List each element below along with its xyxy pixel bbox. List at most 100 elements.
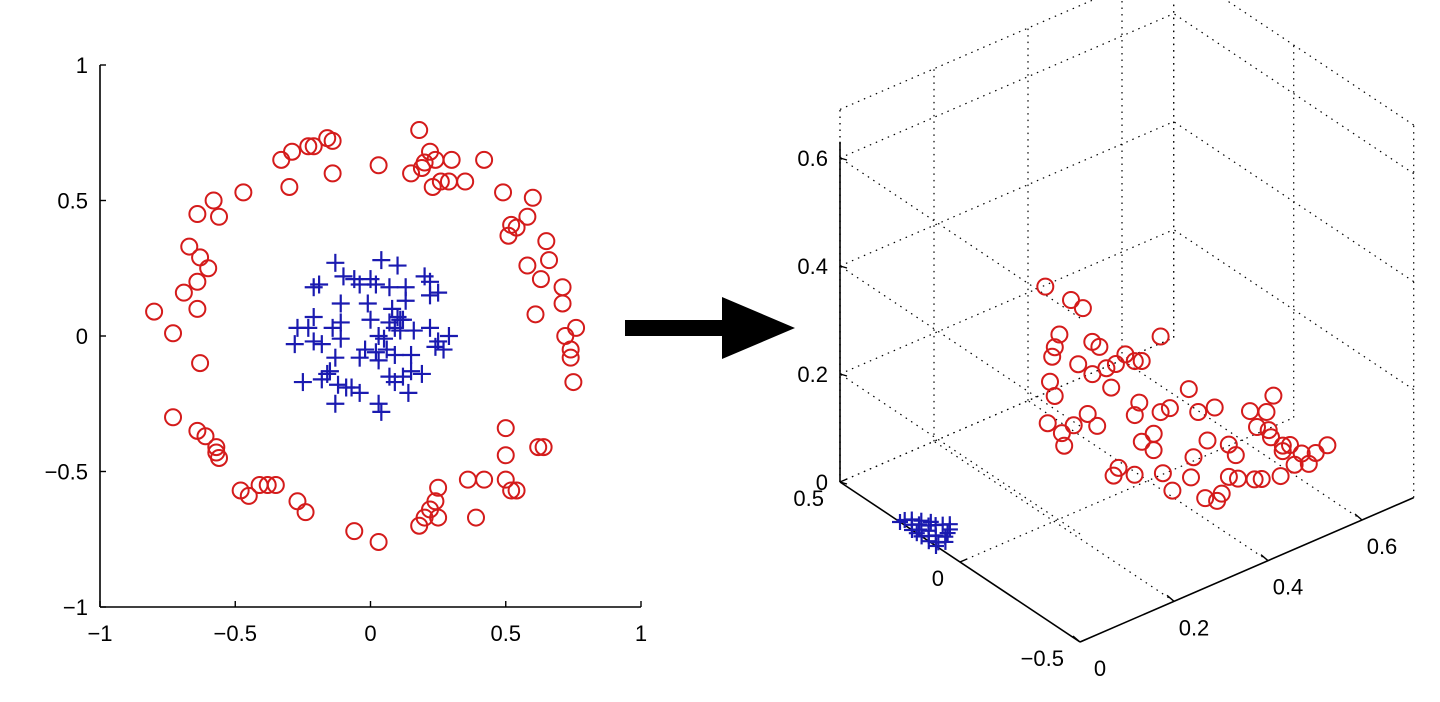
data-point-plus (434, 340, 453, 359)
x-tick-label: 0.2 (1179, 615, 1210, 640)
data-point-plus (326, 394, 345, 413)
data-point-circle (1102, 378, 1121, 397)
data-point-plus (350, 275, 369, 294)
data-point-circle (1090, 337, 1109, 356)
data-point-plus (334, 267, 353, 286)
data-point-circle (1106, 354, 1125, 373)
data-point-circle (1109, 458, 1128, 477)
data-point-circle (442, 150, 461, 169)
data-point-plus (421, 318, 440, 337)
data-point-circle (402, 164, 421, 183)
data-point-circle (523, 188, 542, 207)
data-point-circle (164, 324, 183, 343)
data-point-circle (1219, 467, 1238, 486)
z-tick (839, 265, 848, 269)
x-tick-label: 0 (364, 621, 376, 646)
data-point-circle (1151, 327, 1170, 346)
data-point-plus (404, 321, 423, 340)
data-point-circle (1069, 355, 1088, 374)
data-point-circle (1196, 489, 1215, 508)
data-point-circle (1212, 484, 1231, 503)
y-tick (839, 478, 848, 483)
data-point-circle (280, 177, 299, 196)
data-point-circle (518, 207, 537, 226)
data-point-circle (502, 481, 521, 500)
data-point-circle (496, 470, 515, 489)
data-point-circle (1144, 424, 1163, 443)
data-point-plus (402, 345, 421, 364)
data-point-circle (299, 137, 318, 156)
data-point-circle (1043, 347, 1062, 366)
data-point-circle (1125, 352, 1144, 371)
x-axis-3d (1079, 496, 1415, 643)
data-point-plus (304, 278, 323, 297)
z-tick (839, 157, 848, 161)
data-point-circle (196, 427, 215, 446)
data-point-circle (475, 470, 494, 489)
data-point-circle (553, 278, 572, 297)
data-point-circle (429, 508, 448, 527)
data-point-circle (180, 237, 199, 256)
data-point-circle (304, 137, 323, 156)
data-point-circle (1036, 277, 1055, 296)
grid-line (839, 0, 1095, 110)
z-tick-label: 0 (816, 470, 828, 495)
data-point-plus (426, 337, 445, 356)
data-point-plus (342, 378, 361, 397)
data-point-circle (188, 205, 207, 224)
data-point-plus (396, 291, 415, 310)
grid-line (839, 337, 1174, 483)
data-point-circle (429, 478, 448, 497)
data-point-circle (1088, 416, 1107, 435)
data-point-circle (1116, 345, 1135, 364)
x-tick-label: 1 (635, 621, 647, 646)
data-point-circle (1179, 380, 1198, 399)
data-point-circle (1160, 399, 1179, 418)
data-point-plus (331, 329, 350, 348)
grid-line (1173, 121, 1415, 283)
x-tick (1260, 554, 1269, 562)
data-point-circle (1132, 351, 1151, 370)
data-point-plus (358, 294, 377, 313)
data-point-plus (361, 310, 380, 329)
data-point-circle (1184, 448, 1203, 467)
grid-line (839, 373, 1081, 535)
grid-line (839, 121, 1174, 267)
y-tick-label: −0.5 (1021, 646, 1064, 671)
x-tick (1166, 594, 1175, 602)
data-point-circle (412, 158, 431, 177)
data-point-circle (507, 481, 526, 500)
data-point-plus (920, 522, 937, 539)
data-point-circle (1198, 431, 1217, 450)
data-point-circle (410, 516, 429, 535)
data-point-plus (429, 283, 448, 302)
data-point-circle (1182, 468, 1200, 487)
x-tick-label: −0.5 (214, 621, 257, 646)
data-point-plus (385, 373, 404, 392)
grid-line (839, 157, 1081, 319)
data-point-circle (188, 299, 207, 318)
data-point-circle (1163, 481, 1182, 500)
data-point-plus (380, 313, 399, 332)
data-point-circle (1078, 404, 1097, 423)
data-point-circle (526, 305, 545, 324)
data-point-plus (937, 533, 954, 550)
data-point-plus (439, 327, 458, 345)
data-point-circle (272, 150, 291, 169)
data-point-circle (1125, 406, 1144, 425)
data-point-plus (412, 364, 431, 383)
data-point-circle (210, 448, 229, 467)
grid-line (1225, 0, 1415, 126)
data-point-plus (913, 512, 930, 529)
data-point-circle (564, 373, 583, 392)
data-point-circle (1062, 291, 1080, 309)
scatter-plot-3d: 00.20.40.6−0.500.500.20.40.6 (793, 0, 1415, 681)
data-point-circle (239, 486, 258, 505)
data-point-circle (1318, 436, 1337, 455)
data-point-circle (296, 503, 315, 522)
data-point-circle (475, 150, 494, 169)
data-point-circle (1064, 416, 1083, 435)
data-point-plus (388, 256, 407, 275)
arrow-shaft (625, 297, 795, 359)
data-point-plus (366, 275, 385, 294)
